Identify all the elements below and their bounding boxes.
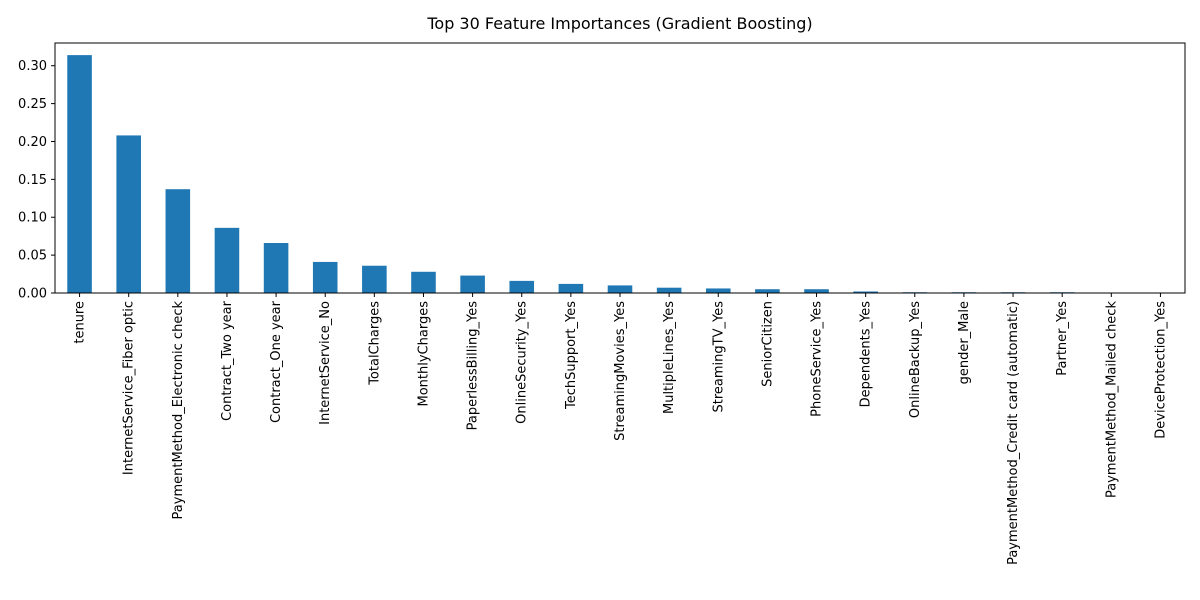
bar xyxy=(804,289,829,293)
y-axis: 0.00 0.05 0.10 0.15 0.20 0.25 0.30 xyxy=(18,59,55,302)
bar xyxy=(607,285,633,293)
x-tick-label: InternetService_No xyxy=(318,301,333,425)
bar xyxy=(755,289,780,293)
bar xyxy=(853,291,878,293)
plot-frame xyxy=(54,42,1186,294)
x-tick-label: SeniorCitizen xyxy=(760,301,775,387)
x-tick-label: StreamingTV_Yes xyxy=(711,301,726,413)
bar xyxy=(558,283,584,293)
bar xyxy=(214,227,240,293)
bar xyxy=(312,261,338,293)
x-tick-label: PaymentMethod_Credit card (automatic) xyxy=(1006,301,1021,565)
x-tick-label: gender_Male xyxy=(957,301,972,384)
x-tick-label: PaperlessBilling_Yes xyxy=(466,301,481,431)
x-tick-label: tenure xyxy=(73,301,88,344)
y-tick-label: 0.05 xyxy=(18,249,47,264)
x-tick-label: MonthlyCharges xyxy=(416,301,431,407)
x-axis: tenure InternetService_Fiber optic Payment… xyxy=(73,293,1168,565)
bar xyxy=(705,288,731,293)
x-tick-label: TechSupport_Yes xyxy=(564,301,579,410)
bars-group xyxy=(67,55,1173,294)
y-tick-label: 0.20 xyxy=(18,135,47,150)
bar xyxy=(67,55,92,294)
bar xyxy=(460,275,485,293)
y-tick-label: 0.30 xyxy=(18,59,47,74)
bar xyxy=(656,287,682,293)
bar xyxy=(411,271,436,293)
y-tick-label: 0.25 xyxy=(18,97,47,112)
x-tick-label: MultipleLines_Yes xyxy=(662,301,677,414)
chart-title: Top 30 Feature Importances (Gradient Boo… xyxy=(426,14,812,33)
x-tick-label: DeviceProtection_Yes xyxy=(1153,301,1168,439)
y-tick-label: 0.10 xyxy=(18,211,47,226)
x-tick-label: OnlineBackup_Yes xyxy=(908,301,923,418)
bar xyxy=(165,189,191,293)
x-tick-label: Dependents_Yes xyxy=(859,301,874,408)
x-tick-label: PaymentMethod_Electronic check xyxy=(171,301,186,520)
x-tick-label: PhoneService_Yes xyxy=(810,301,825,417)
x-tick-label: InternetService_Fiber optic xyxy=(122,301,137,475)
y-tick-label: 0.00 xyxy=(18,287,47,302)
bar xyxy=(116,135,141,293)
y-tick-label: 0.15 xyxy=(18,173,47,188)
bar xyxy=(263,243,289,293)
x-tick-label: Contract_Two year xyxy=(220,300,235,421)
x-tick-label: OnlineSecurity_Yes xyxy=(515,301,530,424)
x-tick-label: StreamingMovies_Yes xyxy=(613,301,628,441)
bar xyxy=(509,280,535,293)
x-tick-label: PaymentMethod_Mailed check xyxy=(1104,301,1119,498)
x-tick-label: Contract_One year xyxy=(269,300,284,423)
bar xyxy=(362,265,387,293)
x-tick-label: Partner_Yes xyxy=(1055,301,1070,376)
x-tick-label: TotalCharges xyxy=(367,301,382,386)
